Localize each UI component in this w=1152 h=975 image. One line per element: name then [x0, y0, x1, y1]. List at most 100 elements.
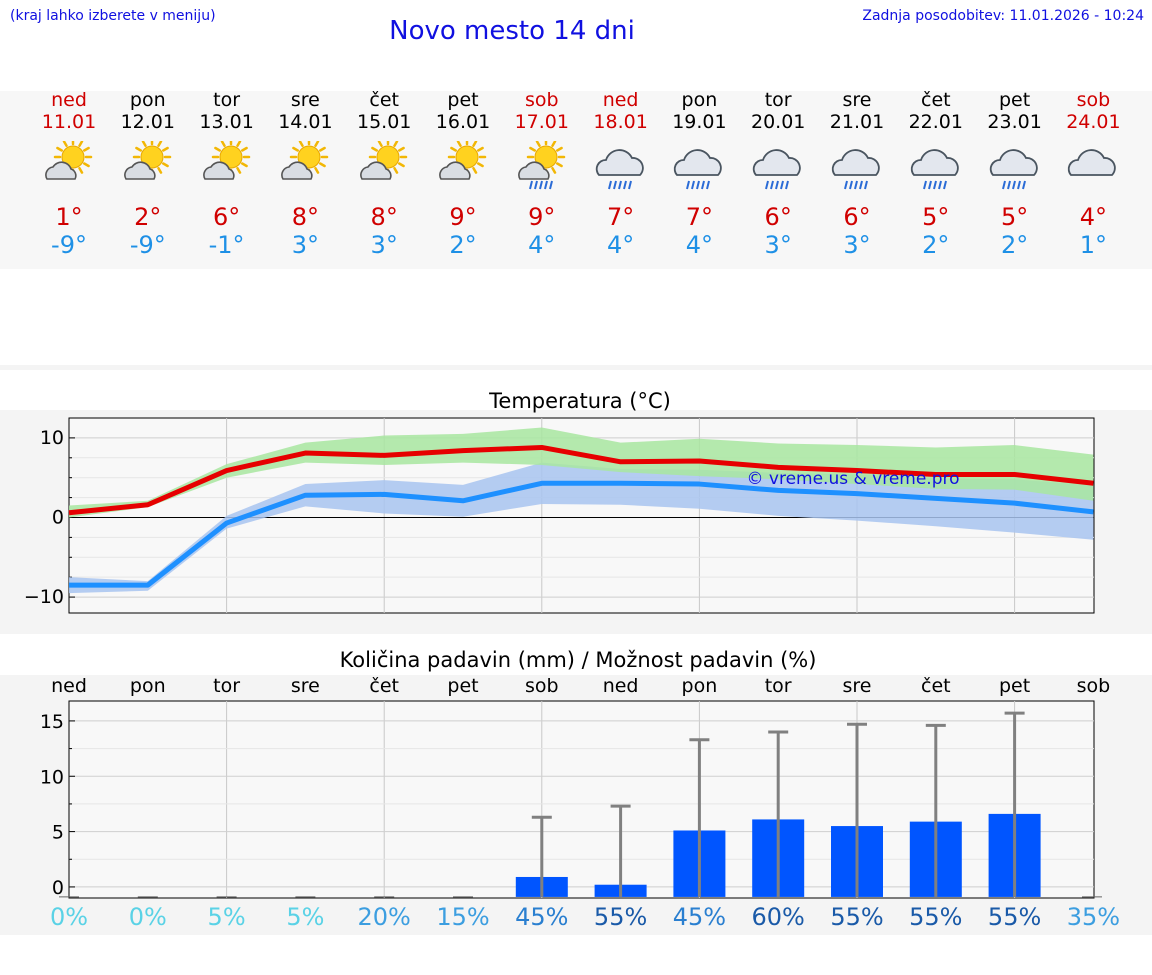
day-forecast: čet 15.01 8° 3° — [339, 89, 429, 259]
day-name: tor — [764, 89, 792, 111]
temp-min: 3° — [764, 231, 792, 259]
separator — [0, 365, 1152, 370]
temp-min: 1° — [1079, 231, 1108, 259]
y-tick-label: −10 — [24, 586, 64, 608]
precip-probability: 55% — [830, 903, 884, 931]
precip-probability: 55% — [909, 903, 963, 931]
day-name: sre — [842, 89, 872, 111]
precip-day-label: ned — [602, 675, 639, 697]
precip-probability: 35% — [1066, 903, 1121, 931]
temp-min: 2° — [922, 231, 950, 259]
day-name: sre — [290, 89, 320, 111]
temp-max: 9° — [449, 203, 477, 231]
precip-day-label: sre — [842, 675, 872, 697]
day-date: 16.01 — [435, 111, 491, 133]
temp-min: -9° — [51, 231, 87, 259]
cloud-rain-icon — [831, 149, 880, 190]
precipitation-chart-title: Količina padavin (mm) / Možnost padavin … — [340, 648, 817, 672]
y-tick-label: 0 — [52, 506, 64, 528]
precip-probability: 5% — [286, 903, 325, 931]
precip-probabilities: 0% 0% 5% 5% 20% 15% 45% 55% 45% 60% 55% 55% 55% 35% — [0, 903, 1152, 937]
precip-day-label: pet — [998, 675, 1031, 697]
cloud-rain-icon — [674, 149, 723, 190]
cloud-rain-icon — [753, 149, 801, 190]
precip-day-label: ned — [51, 675, 87, 697]
sun-cloud-icon — [202, 141, 250, 180]
day-name: pet — [447, 89, 479, 111]
precip-probability: 55% — [987, 903, 1042, 931]
precip-probability: 45% — [515, 903, 569, 931]
day-name: sob — [1076, 89, 1111, 111]
temp-min: 4° — [528, 231, 556, 259]
precip-day-label: pet — [447, 675, 479, 697]
precip-probability: 55% — [593, 903, 648, 931]
temp-max: 8° — [291, 203, 320, 231]
cloud-icon — [1068, 149, 1117, 176]
precip-day-label: pon — [129, 675, 166, 697]
temp-min: 3° — [843, 231, 871, 259]
forecast-band — [0, 91, 1152, 269]
day-date: 15.01 — [356, 111, 412, 133]
day-forecast: ned 11.01 1° -9° — [24, 89, 114, 259]
day-forecast: pon 12.01 2° -9° — [103, 89, 193, 259]
temp-max: 7° — [606, 203, 635, 231]
y-tick-label: 15 — [40, 711, 64, 733]
day-forecast: pet 16.01 9° 2° — [418, 89, 508, 259]
temp-max: 5° — [1000, 203, 1029, 231]
max-temp-band — [69, 427, 1094, 518]
day-forecast: tor 20.01 6° 3° — [733, 89, 823, 259]
temp-min: 4° — [685, 231, 714, 259]
sun-cloud-rain-icon — [517, 141, 566, 190]
day-date: 18.01 — [593, 111, 648, 133]
temp-max: 6° — [764, 203, 792, 231]
cloud-rain-icon — [595, 149, 644, 190]
precip-day-labels: ned pon tor sre čet pet sob ned pon tor sre čet pet s… — [0, 675, 1152, 699]
precip-probability: 45% — [672, 903, 727, 931]
day-name: pon — [129, 89, 166, 111]
sun-cloud-icon — [45, 141, 93, 180]
day-forecast: sob 17.01 9° 4° — [497, 89, 587, 259]
watermark: © vreme.us & vreme.pro — [746, 469, 959, 489]
day-date: 22.01 — [908, 111, 963, 133]
day-date: 23.01 — [987, 111, 1042, 133]
min-temp-line — [69, 480, 1094, 588]
temp-max: 6° — [212, 203, 241, 231]
day-name: sob — [525, 89, 559, 111]
day-date: 14.01 — [278, 111, 333, 133]
day-forecast: sob 24.01 4° 1° — [1048, 89, 1138, 259]
precip-day-label: sre — [290, 675, 320, 697]
day-name: pet — [998, 89, 1031, 111]
y-tick-label: 5 — [52, 822, 64, 844]
day-name: tor — [213, 89, 241, 111]
temperature-chart-title: Temperatura (°C) — [488, 389, 671, 413]
cloud-rain-icon — [989, 149, 1038, 190]
temp-max: 5° — [922, 203, 950, 231]
temp-min: 3° — [291, 231, 320, 259]
temp-min: 2° — [1000, 231, 1029, 259]
precip-day-label: pon — [681, 675, 718, 697]
temp-max: 1° — [55, 203, 83, 231]
temp-min: -1° — [208, 231, 245, 259]
day-date: 11.01 — [41, 111, 97, 133]
last-updated: Zadnja posodobitev: 11.01.2026 - 10:24 — [862, 8, 1144, 24]
temp-max: 8° — [370, 203, 398, 231]
precip-probability: 20% — [357, 903, 411, 931]
precip-day-label: tor — [764, 675, 792, 697]
sun-cloud-icon — [123, 141, 172, 180]
precip-day-label: čet — [921, 675, 951, 697]
precip-day-label: čet — [369, 675, 399, 697]
day-date: 13.01 — [199, 111, 254, 133]
day-forecast: pet 23.01 5° 2° — [970, 89, 1060, 259]
precip-day-label: sob — [525, 675, 559, 697]
day-name: čet — [369, 89, 399, 111]
temp-max: 6° — [843, 203, 871, 231]
precip-probability: 60% — [751, 903, 805, 931]
day-name: ned — [51, 89, 87, 111]
day-forecast: sre 21.01 6° 3° — [812, 89, 902, 259]
precip-day-label: sob — [1076, 675, 1111, 697]
menu-hint: (kraj lahko izberete v meniju) — [10, 8, 216, 24]
day-forecast: ned 18.01 7° 4° — [576, 89, 666, 259]
day-name: čet — [921, 89, 951, 111]
y-tick-label: 10 — [40, 427, 64, 449]
